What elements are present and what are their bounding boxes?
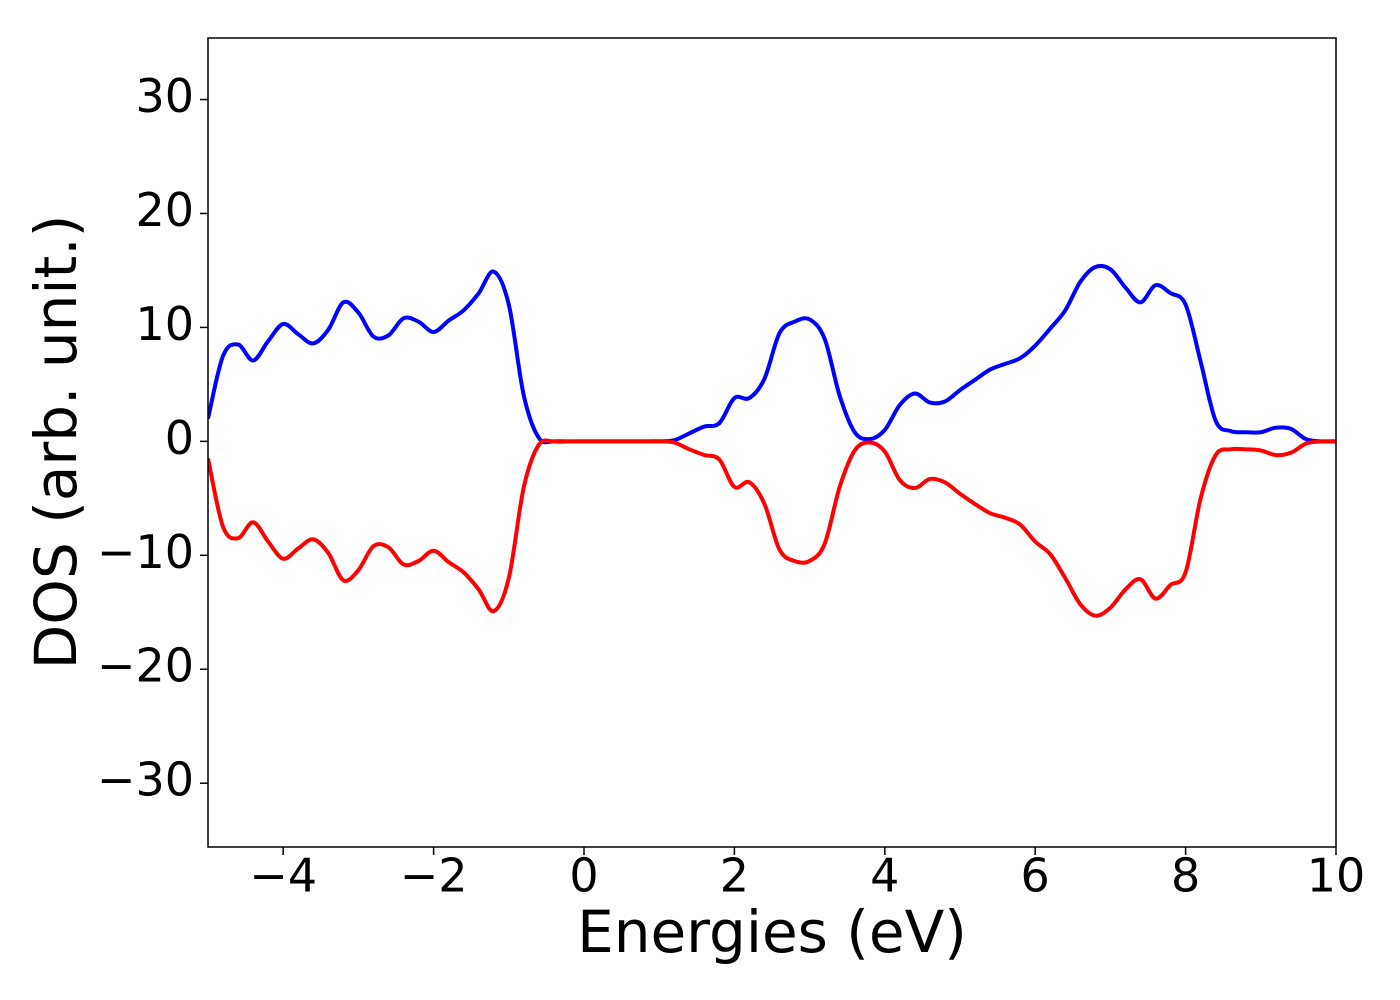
y-axis-label: DOS (arb. unit.) xyxy=(22,215,90,670)
plot-frame xyxy=(207,37,1337,848)
y-tick-label: 30 xyxy=(135,69,194,123)
x-tick-label: 0 xyxy=(569,849,598,903)
x-tick-label: −4 xyxy=(249,849,317,903)
y-tick-label: −30 xyxy=(97,753,194,807)
dos-line xyxy=(208,438,1336,618)
y-tick-label: −10 xyxy=(97,525,194,579)
y-tick-label: 10 xyxy=(135,297,194,351)
x-tick-label: −2 xyxy=(400,849,468,903)
y-tick-label: 20 xyxy=(135,183,194,237)
x-tick-label: 4 xyxy=(870,849,899,903)
x-tick-label: 6 xyxy=(1021,849,1050,903)
y-tick-label: −20 xyxy=(97,639,194,693)
x-axis-label: Energies (eV) xyxy=(577,898,967,966)
x-tick-label: 2 xyxy=(720,849,749,903)
dos-line xyxy=(208,263,1336,445)
x-tick-label: 10 xyxy=(1307,849,1366,903)
y-tick-label: 0 xyxy=(165,411,194,465)
x-tick-label: 8 xyxy=(1171,849,1200,903)
